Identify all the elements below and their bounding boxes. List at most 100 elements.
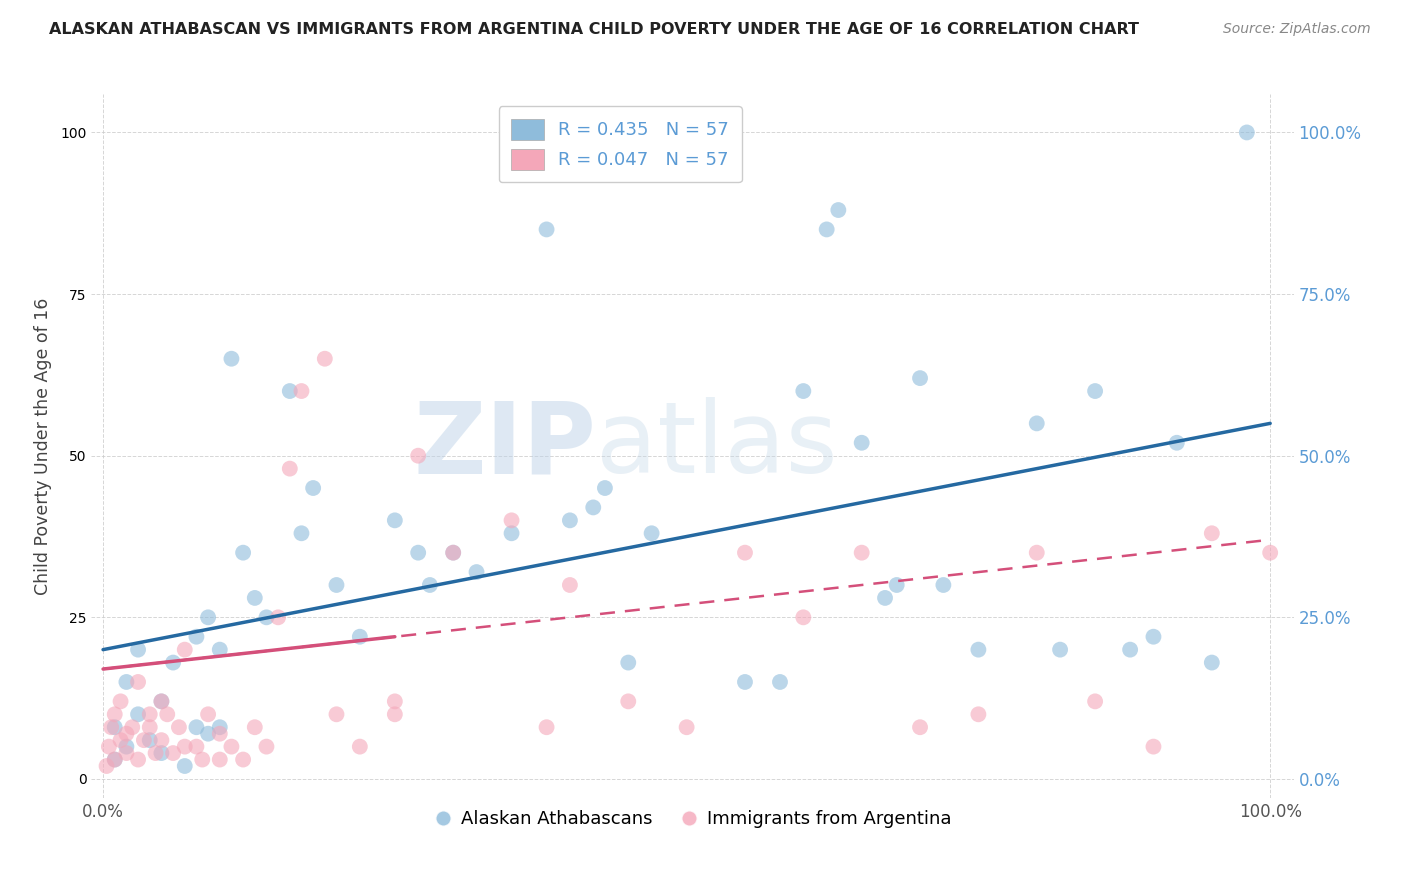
Point [221,351,243,366]
Point [582,500,605,515]
Point [441,546,464,560]
Point [186,720,208,734]
Point [406,546,429,560]
Point [827,202,849,217]
Point [208,720,231,734]
Point [792,384,814,398]
Point [115,746,138,760]
Point [593,481,616,495]
Point [139,707,162,722]
Point [465,565,488,579]
Point [186,630,208,644]
Point [886,578,908,592]
Point [1084,384,1107,398]
Text: atlas: atlas [596,398,838,494]
Point [536,720,558,734]
Point [115,675,138,690]
Point [908,371,931,385]
Point [1258,546,1281,560]
Point [96,759,118,773]
Text: Source: ZipAtlas.com: Source: ZipAtlas.com [1223,22,1371,37]
Point [290,526,312,541]
Point [167,720,190,734]
Point [267,610,290,624]
Point [173,759,195,773]
Point [110,694,132,708]
Point [173,739,195,754]
Point [110,733,132,747]
Point [734,546,756,560]
Point [115,727,138,741]
Point [290,384,312,398]
Point [501,526,523,541]
Point [314,351,336,366]
Point [197,707,219,722]
Point [104,753,127,767]
Point [617,656,640,670]
Text: ALASKAN ATHABASCAN VS IMMIGRANTS FROM ARGENTINA CHILD POVERTY UNDER THE AGE OF 1: ALASKAN ATHABASCAN VS IMMIGRANTS FROM AR… [49,22,1139,37]
Point [792,610,814,624]
Point [191,753,214,767]
Point [1084,694,1107,708]
Point [104,707,127,722]
Point [127,753,149,767]
Point [162,746,184,760]
Point [536,222,558,236]
Text: ZIP: ZIP [413,398,596,494]
Point [815,222,838,236]
Point [208,753,231,767]
Point [278,384,301,398]
Point [104,753,127,767]
Point [558,578,581,592]
Point [873,591,896,605]
Point [243,720,266,734]
Point [617,694,640,708]
Point [406,449,429,463]
Point [932,578,955,592]
Point [127,675,149,690]
Point [967,707,990,722]
Point [558,513,581,527]
Y-axis label: Child Poverty Under the Age of 16: Child Poverty Under the Age of 16 [34,297,52,595]
Point [97,739,120,754]
Point [221,739,243,754]
Point [186,739,208,754]
Point [734,675,756,690]
Point [104,720,127,734]
Point [232,546,254,560]
Point [1025,546,1047,560]
Point [150,746,173,760]
Point [162,656,184,670]
Point [145,746,167,760]
Point [150,694,173,708]
Point [208,727,231,741]
Point [1236,125,1258,139]
Point [640,526,662,541]
Point [325,578,347,592]
Point [150,694,173,708]
Point [1049,642,1071,657]
Point [256,739,278,754]
Point [908,720,931,734]
Point [115,739,138,754]
Point [127,642,149,657]
Point [1025,417,1047,431]
Point [139,733,162,747]
Legend: Alaskan Athabascans, Immigrants from Argentina: Alaskan Athabascans, Immigrants from Arg… [426,803,959,835]
Point [1142,630,1164,644]
Point [1166,435,1188,450]
Point [1119,642,1142,657]
Point [127,707,149,722]
Point [278,461,301,475]
Point [851,546,873,560]
Point [851,435,873,450]
Point [139,720,162,734]
Point [173,642,195,657]
Point [1142,739,1164,754]
Point [197,727,219,741]
Point [197,610,219,624]
Point [132,733,155,747]
Point [441,546,464,560]
Point [384,513,406,527]
Point [121,720,143,734]
